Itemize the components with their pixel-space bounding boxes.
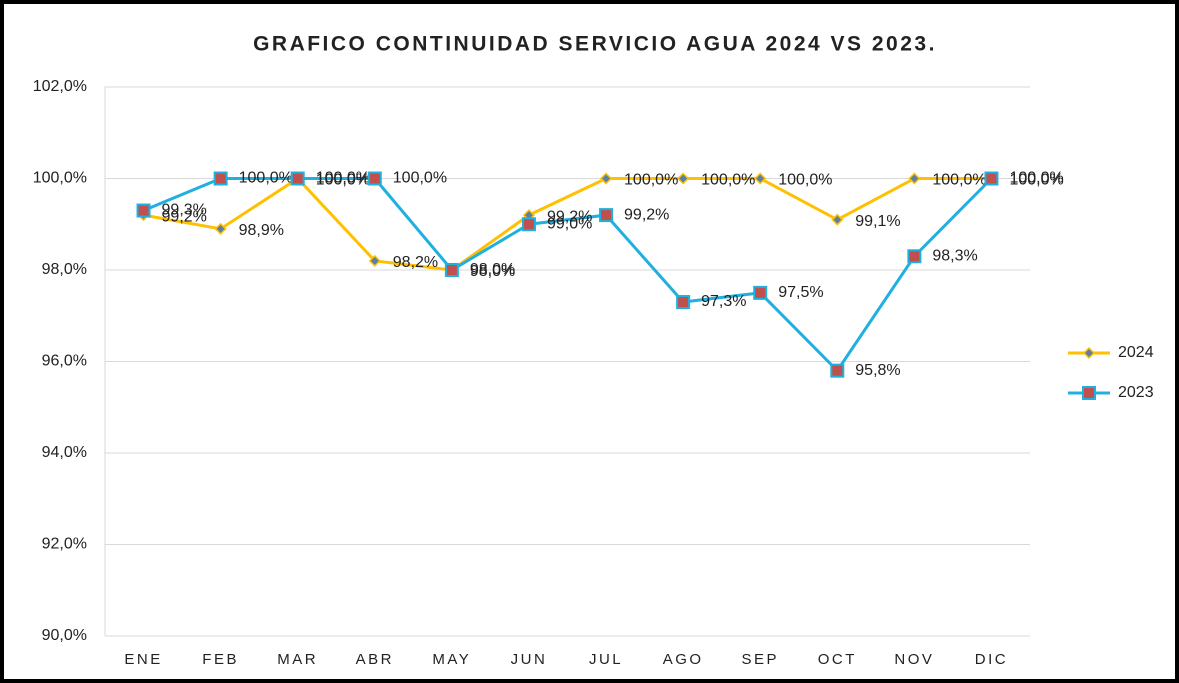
data-label: 100,0% xyxy=(1009,172,1063,189)
y-tick-label: 90,0% xyxy=(42,627,87,644)
point xyxy=(676,295,691,310)
data-label: 99,2% xyxy=(547,208,592,225)
x-tick-label: JUN xyxy=(511,651,548,668)
y-tick-label: 102,0% xyxy=(33,78,87,95)
x-tick-label: JUL xyxy=(589,651,623,668)
point xyxy=(677,172,690,185)
data-label: 95,8% xyxy=(855,362,900,379)
y-tick-label: 92,0% xyxy=(42,536,87,553)
data-label: 100,0% xyxy=(778,172,832,189)
data-label: 99,3% xyxy=(162,202,207,219)
data-label: 98,3% xyxy=(932,247,977,264)
point xyxy=(984,171,999,186)
data-label: 99,2% xyxy=(624,206,669,223)
point xyxy=(444,263,459,277)
chart-title: GRAFICO CONTINUIDAD SERVICIO AGUA 2024 V… xyxy=(253,33,937,56)
x-tick-label: MAY xyxy=(432,651,471,668)
data-label: 98,0% xyxy=(470,263,515,280)
point xyxy=(908,172,921,185)
data-label: 100,0% xyxy=(316,172,370,189)
x-tick-label: ENE xyxy=(124,651,162,668)
data-label: 100,0% xyxy=(701,172,755,189)
point xyxy=(599,208,614,223)
x-tick-label: FEB xyxy=(202,651,239,668)
data-label: 100,0% xyxy=(1009,170,1063,187)
data-label: 99,0% xyxy=(547,215,592,232)
legend-label: 2024 xyxy=(1118,344,1154,361)
y-tick-label: 94,0% xyxy=(42,444,87,461)
point xyxy=(753,285,768,300)
y-tick-label: 98,0% xyxy=(42,261,87,278)
data-label: 100,0% xyxy=(932,172,986,189)
legend-marker xyxy=(1082,386,1096,400)
point xyxy=(521,217,536,232)
y-tick-label: 100,0% xyxy=(33,170,87,187)
data-label: 100,0% xyxy=(393,170,447,187)
x-tick-label: ABR xyxy=(356,651,394,668)
point xyxy=(831,213,844,226)
point xyxy=(599,172,613,185)
y-tick-label: 96,0% xyxy=(42,353,87,370)
data-label: 97,3% xyxy=(701,293,746,310)
point xyxy=(214,222,227,235)
series-line xyxy=(143,176,992,272)
data-label: 99,1% xyxy=(855,213,900,230)
point xyxy=(907,249,922,264)
point xyxy=(754,172,767,185)
point xyxy=(290,171,305,186)
data-label: 100,0% xyxy=(239,170,293,187)
x-tick-label: DIC xyxy=(975,651,1008,668)
point xyxy=(136,203,151,218)
x-tick-label: SEP xyxy=(741,651,779,668)
point xyxy=(368,254,381,267)
data-label: 99,2% xyxy=(162,208,207,225)
data-label: 98,2% xyxy=(393,254,438,271)
data-label: 98,0% xyxy=(470,261,515,278)
data-label: 100,0% xyxy=(316,170,370,187)
data-label: 98,9% xyxy=(239,222,284,239)
data-label: 97,5% xyxy=(778,284,823,301)
series-line xyxy=(142,177,993,374)
x-tick-label: NOV xyxy=(894,651,934,668)
data-label: 100,0% xyxy=(624,172,678,189)
point xyxy=(213,171,228,186)
x-tick-label: MAR xyxy=(277,651,318,668)
x-tick-label: AGO xyxy=(663,651,704,668)
x-tick-label: OCT xyxy=(818,651,857,668)
legend-label: 2023 xyxy=(1118,384,1154,401)
point xyxy=(830,363,845,378)
point xyxy=(367,171,382,186)
legend-marker xyxy=(1082,346,1096,360)
